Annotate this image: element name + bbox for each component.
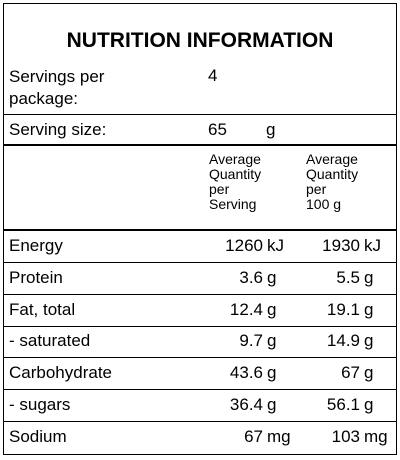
per-serving-value: 43.6 — [229, 363, 263, 383]
per-100g-unit: g — [364, 299, 374, 319]
row-divider — [4, 389, 396, 391]
per-serving-value: 12.4 — [229, 299, 263, 319]
per-100g-unit: g — [364, 395, 374, 414]
per-100g-value: 14.9 — [326, 331, 360, 351]
per-100g-unit: mg — [364, 426, 388, 446]
per-100g-unit: g — [364, 267, 374, 287]
row-divider — [4, 293, 396, 295]
row-divider — [4, 421, 396, 422]
per-serving-value: 9.7 — [239, 331, 263, 351]
row-divider — [4, 262, 396, 263]
per-serving-value: 3.6 — [239, 267, 263, 287]
nutrient-name: Fat, total — [9, 299, 76, 319]
per-100g-value: 103 — [331, 426, 360, 446]
divider — [4, 229, 396, 231]
serving-size-label: Serving size: — [9, 120, 107, 139]
per-serving-unit: g — [267, 363, 277, 383]
row-divider — [4, 325, 396, 327]
nutrient-name: - saturated — [9, 331, 91, 351]
per-100g-unit: g — [364, 363, 374, 383]
divider — [4, 114, 396, 115]
per-serving-unit: kJ — [267, 236, 284, 255]
per-100g-unit: g — [364, 331, 374, 351]
per-serving-unit: g — [267, 267, 277, 287]
servings-label: Servings per package: — [9, 67, 105, 108]
per-100g-value: 1930 — [322, 236, 360, 255]
nutrition-panel: NUTRITION INFORMATION Servings per packa… — [3, 3, 397, 455]
divider — [4, 144, 396, 146]
per-100g-value: 5.5 — [336, 267, 360, 287]
nutrient-name: - sugars — [9, 395, 71, 414]
nutrient-name: Energy — [9, 236, 63, 255]
per-serving-unit: g — [267, 331, 277, 351]
title: NUTRITION INFORMATION — [66, 29, 334, 52]
per-100g-value: 67 — [341, 363, 360, 383]
per-100g-unit: kJ — [364, 236, 381, 255]
per-serving-value: 36.4 — [229, 395, 263, 414]
per-100g-value: 19.1 — [326, 299, 360, 319]
per-serving-value: 67 — [244, 426, 263, 446]
column-header: Average Quantity per Serving — [209, 151, 262, 212]
per-serving-unit: mg — [267, 426, 291, 446]
per-serving-value: 1260 — [225, 236, 263, 255]
per-serving-unit: g — [267, 395, 277, 414]
row-divider — [4, 357, 396, 359]
nutrient-name: Carbohydrate — [9, 363, 113, 383]
serving-size-unit: g — [266, 120, 276, 139]
servings-value: 4 — [208, 66, 218, 85]
column-header: Average Quantity per 100 g — [306, 151, 359, 212]
nutrient-name: Protein — [9, 267, 63, 287]
per-100g-value: 56.1 — [326, 395, 360, 414]
serving-size-value: 65 — [208, 120, 227, 139]
nutrient-name: Sodium — [9, 426, 67, 446]
per-serving-unit: g — [267, 299, 277, 319]
